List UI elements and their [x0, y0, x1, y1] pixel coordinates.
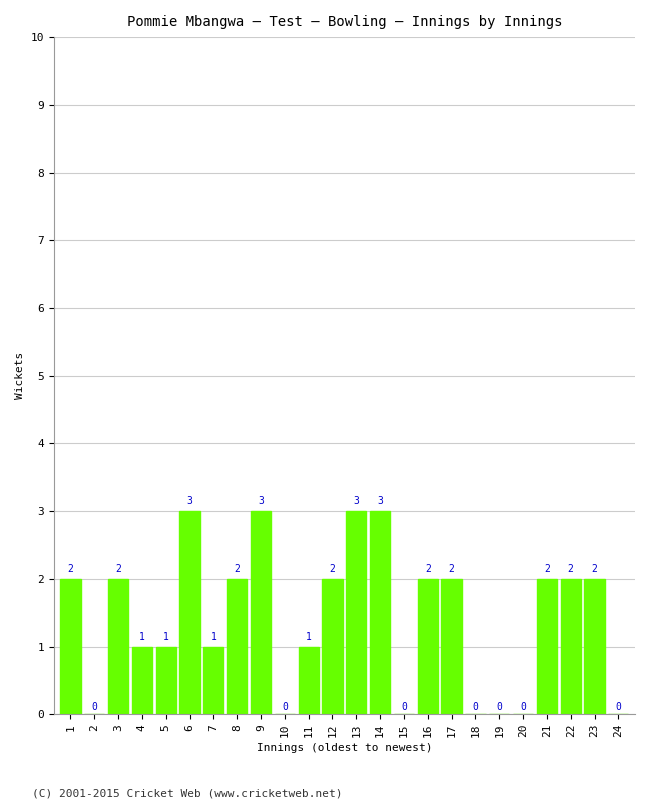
Text: 3: 3: [377, 496, 383, 506]
Text: 1: 1: [306, 632, 311, 642]
Text: 2: 2: [115, 564, 121, 574]
Bar: [370, 511, 390, 714]
Text: 3: 3: [354, 496, 359, 506]
Bar: [108, 579, 128, 714]
X-axis label: Innings (oldest to newest): Innings (oldest to newest): [257, 743, 432, 753]
Bar: [298, 646, 318, 714]
Text: 2: 2: [567, 564, 573, 574]
Bar: [322, 579, 343, 714]
Text: 0: 0: [473, 702, 478, 711]
Text: 0: 0: [616, 702, 621, 711]
Y-axis label: Wickets: Wickets: [15, 352, 25, 399]
Text: 3: 3: [187, 496, 192, 506]
Text: 1: 1: [162, 632, 168, 642]
Text: 0: 0: [497, 702, 502, 711]
Text: 0: 0: [282, 702, 288, 711]
Text: 2: 2: [234, 564, 240, 574]
Text: 0: 0: [520, 702, 526, 711]
Text: 1: 1: [139, 632, 145, 642]
Bar: [132, 646, 152, 714]
Bar: [441, 579, 461, 714]
Text: 1: 1: [211, 632, 216, 642]
Text: 0: 0: [401, 702, 407, 711]
Bar: [203, 646, 224, 714]
Bar: [418, 579, 438, 714]
Title: Pommie Mbangwa – Test – Bowling – Innings by Innings: Pommie Mbangwa – Test – Bowling – Inning…: [127, 15, 562, 29]
Bar: [560, 579, 581, 714]
Text: 2: 2: [592, 564, 597, 574]
Bar: [155, 646, 176, 714]
Bar: [584, 579, 604, 714]
Bar: [227, 579, 247, 714]
Bar: [537, 579, 557, 714]
Text: 2: 2: [425, 564, 431, 574]
Text: 0: 0: [92, 702, 98, 711]
Bar: [251, 511, 271, 714]
Text: 2: 2: [448, 564, 454, 574]
Bar: [179, 511, 200, 714]
Bar: [346, 511, 367, 714]
Text: 2: 2: [544, 564, 550, 574]
Text: 3: 3: [258, 496, 264, 506]
Bar: [60, 579, 81, 714]
Text: (C) 2001-2015 Cricket Web (www.cricketweb.net): (C) 2001-2015 Cricket Web (www.cricketwe…: [32, 788, 343, 798]
Text: 2: 2: [68, 564, 73, 574]
Text: 2: 2: [330, 564, 335, 574]
